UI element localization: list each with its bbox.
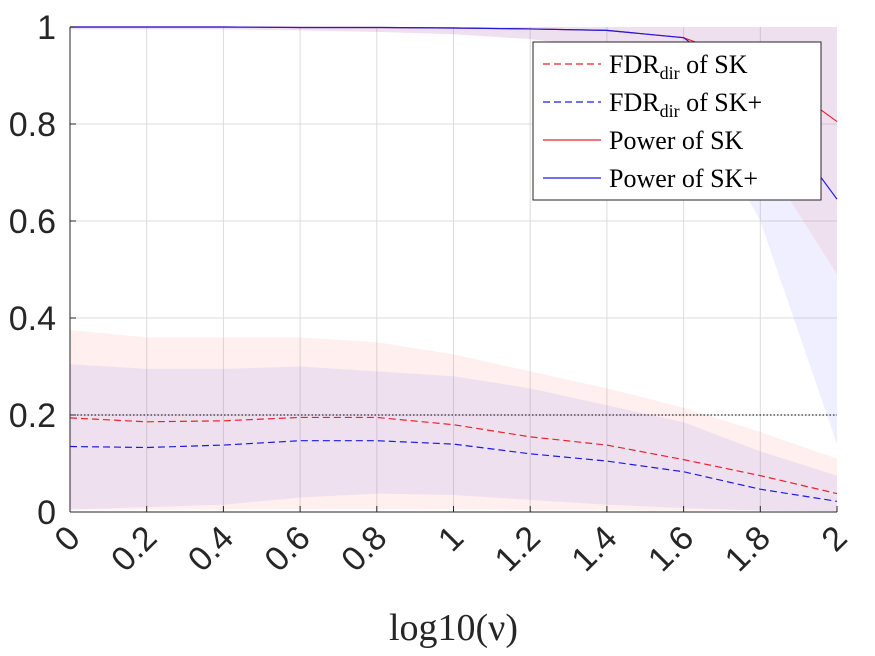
series-line-fdr-dir-of-sk xyxy=(69,416,838,495)
legend-label: FDRdir of SK+ xyxy=(609,88,762,121)
y-tick-label: 0.6 xyxy=(9,203,56,241)
legend-label: Power of SK xyxy=(609,126,744,155)
x-axis-label: log10(ν) xyxy=(389,607,518,649)
y-tick-label: 0.2 xyxy=(9,397,56,435)
band-fdr-dir-of-sk xyxy=(70,330,837,512)
y-tick-label: 0 xyxy=(37,494,56,532)
y-tick-label: 0.4 xyxy=(9,300,56,338)
y-tick-labels: 0 0.2 0.4 0.6 0.8 1 xyxy=(9,9,76,532)
legend-label: Power of SK+ xyxy=(609,164,758,193)
y-tick-label: 0.8 xyxy=(9,106,56,144)
legend-label: FDRdir of SK xyxy=(609,50,748,83)
y-tick-label: 1 xyxy=(37,9,56,47)
series-line-fdr-dir-of-sk- xyxy=(69,440,838,502)
legend-box xyxy=(532,41,822,201)
band-fdr-dir-of-sk- xyxy=(70,364,837,512)
legend: FDRdir of SK FDRdir of SK+ Power of SK Powe… xyxy=(532,41,822,201)
